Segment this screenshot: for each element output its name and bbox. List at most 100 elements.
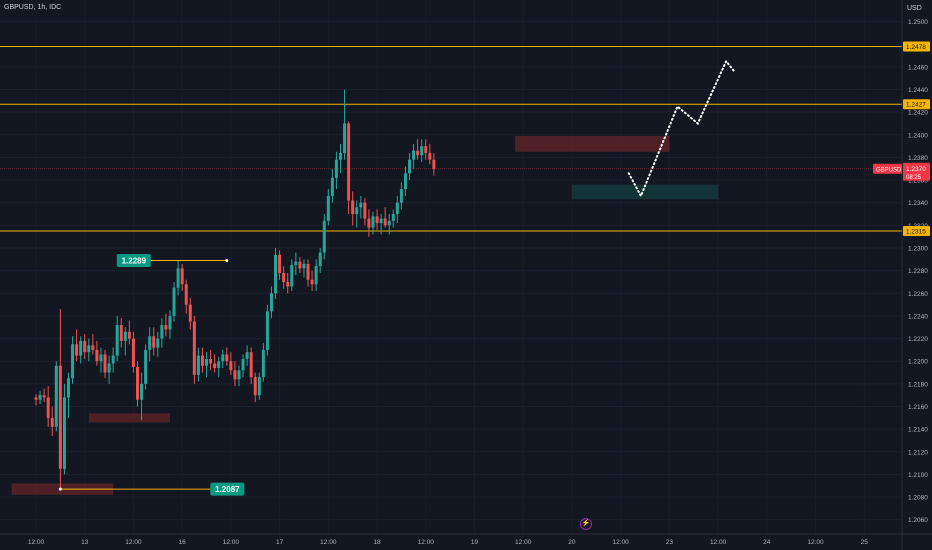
- currency-label[interactable]: USD: [907, 5, 922, 12]
- callout-box: [210, 482, 245, 496]
- candle-body: [71, 344, 75, 379]
- x-tick-label: 19: [471, 539, 479, 546]
- countdown-label: 08:25: [906, 175, 922, 181]
- candle-body: [286, 281, 290, 287]
- y-tick-label: 1.2500: [908, 19, 928, 26]
- y-tick-label: 1.2260: [908, 291, 928, 298]
- level-tag-label: 1.2427: [906, 102, 926, 109]
- candle-body: [131, 338, 135, 367]
- x-tick-label: 12:00: [223, 539, 240, 546]
- candle-body: [58, 365, 62, 469]
- x-tick-label: 12:00: [710, 539, 727, 546]
- candle-body: [115, 325, 119, 356]
- time-axis[interactable]: 12:00 13 12:00 16 12:00 17 12:00 18 12:00 19 12:00…: [28, 539, 868, 546]
- candle-body: [140, 383, 144, 400]
- lightning-bolt-icon[interactable]: ⚡: [580, 518, 592, 530]
- candle-body: [188, 304, 192, 322]
- candle-body: [298, 261, 302, 269]
- y-tick-label: 1.2240: [908, 313, 928, 320]
- price-callouts: 1.2289 1.2087: [58, 253, 245, 496]
- x-tick-label: 17: [276, 539, 284, 546]
- price-axis-tags: 1.2478 1.2427 1.2315 GBPUSD 1.2370 08:25: [873, 41, 930, 237]
- candle-body: [152, 336, 156, 348]
- y-tick-label: 1.2100: [908, 472, 928, 479]
- candle-body: [310, 279, 314, 285]
- x-tick-label: 16: [179, 539, 187, 546]
- x-tick-label: 12:00: [807, 539, 824, 546]
- candle-body: [330, 177, 334, 196]
- candle-body: [416, 150, 420, 156]
- candle-body: [192, 321, 196, 375]
- candle-body: [269, 293, 273, 312]
- candle-body: [355, 207, 359, 215]
- horizontal-levels: [0, 45, 902, 232]
- candle-body: [326, 195, 330, 221]
- candle-body: [261, 349, 265, 378]
- supply-zone: [88, 413, 170, 423]
- candle-body: [408, 159, 412, 174]
- candle-body: [290, 265, 294, 287]
- callout-label: 1.2087: [215, 485, 240, 494]
- candle-body: [229, 361, 233, 371]
- candle-body: [156, 338, 160, 348]
- price-axis[interactable]: 1.2500 1.2460 1.2440 1.2420 1.2400 1.2380 1.23…: [908, 19, 928, 524]
- candle-body: [387, 220, 391, 226]
- symbol-tag-label: GBPUSD: [876, 167, 902, 173]
- candle-body: [172, 287, 176, 316]
- y-tick-label: 1.2080: [908, 495, 928, 502]
- candle-body: [257, 377, 261, 396]
- candle-body: [278, 254, 282, 273]
- candle-body: [359, 202, 363, 208]
- candle-body: [412, 150, 416, 160]
- x-tick-label: 12:00: [320, 539, 337, 546]
- projection-line: [627, 59, 736, 199]
- candle-body: [180, 268, 184, 285]
- x-tick-label: 23: [666, 539, 674, 546]
- candle-body: [375, 216, 379, 224]
- y-tick-label: 1.2200: [908, 359, 928, 366]
- y-tick-label: 1.2360: [908, 178, 928, 185]
- candle-body: [46, 397, 50, 418]
- candle-body: [371, 216, 375, 228]
- candle-body: [274, 254, 278, 294]
- candle-body: [314, 266, 318, 285]
- candle-body: [99, 354, 103, 362]
- candle-body: [144, 349, 148, 384]
- candle-body: [213, 363, 217, 369]
- x-tick-label: 12:00: [125, 539, 142, 546]
- y-tick-label: 1.2380: [908, 155, 928, 162]
- callout-dot: [225, 258, 229, 262]
- candle-body: [241, 358, 245, 371]
- y-tick-label: 1.2460: [908, 64, 928, 71]
- y-tick-label: 1.2420: [908, 110, 928, 117]
- candle-body: [322, 220, 326, 253]
- candle-body: [103, 354, 107, 373]
- x-tick-label: 12:00: [515, 539, 532, 546]
- callout-dot: [58, 487, 62, 491]
- candle-body: [391, 214, 395, 221]
- y-tick-label: 1.2400: [908, 132, 928, 139]
- x-tick-label: 12:00: [28, 539, 45, 546]
- callout-box: [116, 253, 151, 267]
- candle-body: [164, 325, 168, 330]
- candle-body: [160, 325, 164, 339]
- candle-body: [367, 218, 371, 228]
- candle-body: [38, 395, 42, 400]
- symbol-title[interactable]: GBPUSD, 1h, IDC: [4, 4, 62, 11]
- candle-body: [119, 325, 123, 341]
- y-tick-label: 1.2120: [908, 449, 928, 456]
- y-tick-label: 1.2340: [908, 200, 928, 207]
- y-tick-label: 1.2440: [908, 87, 928, 94]
- projection-path: [627, 59, 736, 199]
- candle-body: [249, 352, 253, 378]
- x-tick-label: 12:00: [612, 539, 629, 546]
- candle-body: [265, 311, 269, 350]
- candle-body: [34, 397, 38, 400]
- y-tick-label: 1.2280: [908, 268, 928, 275]
- candle-body: [205, 358, 209, 366]
- y-tick-label: 1.2180: [908, 381, 928, 388]
- symbol-tag: [873, 163, 902, 174]
- candle-body: [233, 370, 237, 380]
